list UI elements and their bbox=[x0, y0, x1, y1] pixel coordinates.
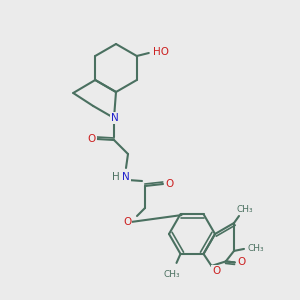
Text: O: O bbox=[165, 179, 173, 189]
Text: O: O bbox=[238, 257, 246, 267]
Text: N: N bbox=[111, 113, 119, 123]
Text: H: H bbox=[112, 172, 120, 182]
Text: CH₃: CH₃ bbox=[237, 206, 253, 214]
Text: HO: HO bbox=[153, 47, 169, 57]
Text: CH₃: CH₃ bbox=[248, 244, 264, 253]
Text: CH₃: CH₃ bbox=[163, 270, 180, 279]
Text: N: N bbox=[122, 172, 130, 182]
Text: O: O bbox=[212, 266, 220, 276]
Text: O: O bbox=[123, 217, 131, 227]
Text: O: O bbox=[88, 134, 96, 144]
